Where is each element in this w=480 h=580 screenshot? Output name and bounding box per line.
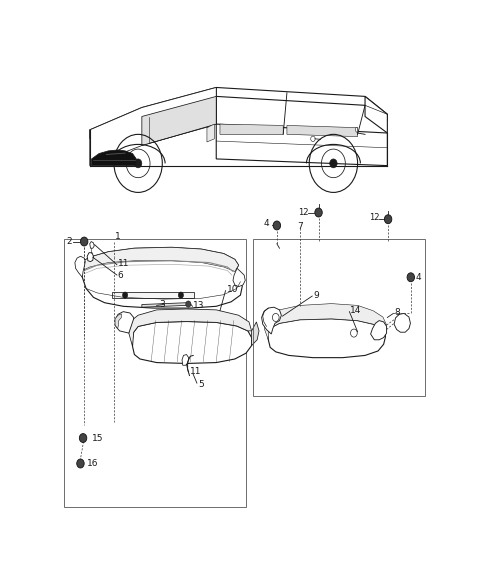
Text: 16: 16 <box>87 459 99 468</box>
Text: 12: 12 <box>299 208 309 217</box>
Polygon shape <box>129 309 252 346</box>
Text: 13: 13 <box>193 301 204 310</box>
Polygon shape <box>115 311 133 333</box>
Circle shape <box>315 208 322 217</box>
Polygon shape <box>394 313 410 332</box>
Text: 9: 9 <box>313 291 319 300</box>
Text: 5: 5 <box>198 380 204 389</box>
Circle shape <box>77 459 84 468</box>
Polygon shape <box>252 322 259 346</box>
Circle shape <box>350 329 357 337</box>
Circle shape <box>273 313 279 321</box>
Text: 3: 3 <box>160 299 166 309</box>
Polygon shape <box>267 319 385 358</box>
Polygon shape <box>207 124 215 142</box>
Polygon shape <box>287 125 358 137</box>
Text: 10: 10 <box>227 285 238 294</box>
Polygon shape <box>142 303 186 307</box>
FancyBboxPatch shape <box>112 292 194 298</box>
Circle shape <box>134 159 142 168</box>
Polygon shape <box>142 88 387 121</box>
Circle shape <box>384 215 392 224</box>
Polygon shape <box>90 107 142 139</box>
Text: 14: 14 <box>350 306 361 316</box>
Text: 4: 4 <box>416 273 421 282</box>
Polygon shape <box>182 354 189 365</box>
Text: 11: 11 <box>190 367 201 376</box>
Text: 8: 8 <box>395 308 400 317</box>
Text: 1: 1 <box>115 231 121 241</box>
Text: 6: 6 <box>118 270 123 280</box>
Circle shape <box>122 292 128 298</box>
Text: 15: 15 <box>92 433 103 443</box>
Polygon shape <box>79 247 239 271</box>
Circle shape <box>407 273 415 282</box>
Polygon shape <box>216 124 387 166</box>
Polygon shape <box>87 253 94 262</box>
Circle shape <box>81 237 88 246</box>
Circle shape <box>273 221 281 230</box>
Text: 11: 11 <box>118 259 129 269</box>
Polygon shape <box>220 124 283 135</box>
Polygon shape <box>233 269 245 287</box>
Polygon shape <box>92 150 136 166</box>
Polygon shape <box>132 321 252 364</box>
Circle shape <box>186 301 191 307</box>
Polygon shape <box>262 307 281 334</box>
Polygon shape <box>142 96 216 146</box>
Polygon shape <box>264 303 386 340</box>
Polygon shape <box>90 88 216 166</box>
Polygon shape <box>115 314 121 329</box>
Polygon shape <box>75 256 85 277</box>
Polygon shape <box>356 128 358 133</box>
Text: 7: 7 <box>297 222 303 231</box>
Circle shape <box>311 136 315 142</box>
Text: 12: 12 <box>369 213 380 222</box>
Circle shape <box>330 159 337 168</box>
Circle shape <box>79 434 87 443</box>
Circle shape <box>178 292 183 298</box>
Text: 2: 2 <box>66 237 72 246</box>
Text: 4: 4 <box>264 219 269 228</box>
Polygon shape <box>79 247 242 308</box>
Polygon shape <box>90 241 94 248</box>
Polygon shape <box>365 96 387 133</box>
Polygon shape <box>371 321 386 340</box>
